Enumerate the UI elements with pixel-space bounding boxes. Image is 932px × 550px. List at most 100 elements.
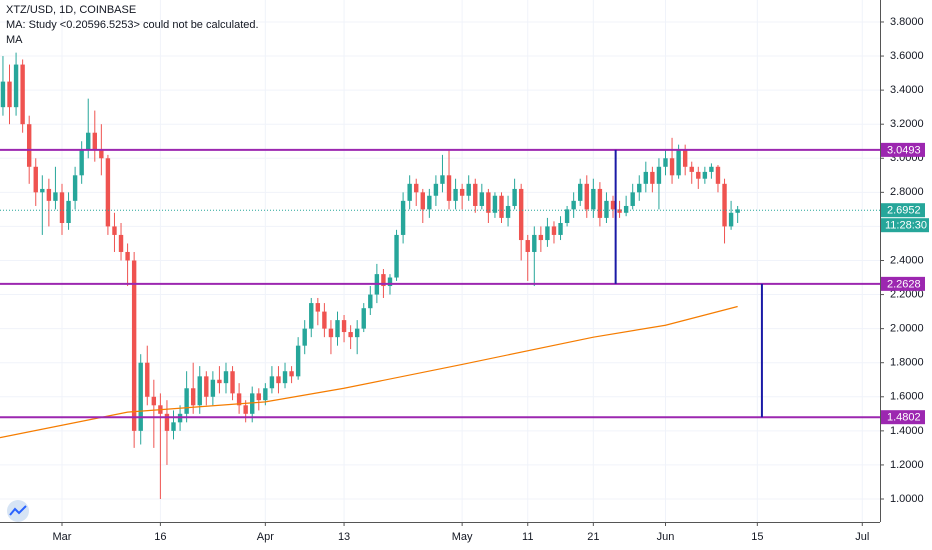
candle-body [525, 240, 530, 252]
candle-body [230, 371, 235, 394]
candle-body [309, 303, 314, 329]
level-label: 1.4802 [887, 412, 921, 424]
candle-body [617, 209, 622, 213]
candle-body [131, 260, 137, 431]
candle-body [584, 183, 589, 210]
candle-body [512, 188, 517, 206]
candle-body [414, 183, 419, 193]
chart-title: XTZ/USD, 1D, COINBASE [6, 4, 136, 16]
level-label-box [881, 276, 925, 291]
plot [0, 52, 880, 500]
candle-body [20, 64, 25, 125]
candle-body [282, 371, 288, 384]
candle-body [368, 294, 373, 309]
y-tick-label: 1.0000 [890, 493, 924, 505]
candle-body [197, 376, 202, 406]
candle-body [145, 362, 150, 397]
candle-body [604, 200, 609, 218]
candle-body [335, 320, 340, 338]
candle-body [656, 166, 662, 184]
candle-body [40, 188, 45, 193]
y-tick-label: 3.6000 [890, 50, 924, 62]
candle-body [689, 166, 694, 172]
candle-body [532, 234, 537, 252]
candle-body [341, 320, 347, 333]
y-tick-label: 3.4000 [890, 84, 924, 96]
x-tick-label: Jun [657, 531, 675, 543]
candle-body [361, 308, 366, 329]
candle-body [66, 200, 71, 224]
candle-body [302, 328, 307, 346]
candle-body [492, 195, 498, 213]
candle-body [433, 183, 439, 196]
candle-body [184, 388, 189, 414]
candle-body [151, 396, 157, 406]
candle-body [59, 192, 65, 224]
x-tick-label: 11 [522, 531, 533, 543]
candle-body [46, 188, 52, 201]
candle-body [394, 234, 399, 278]
candle-body [558, 223, 563, 235]
candle-body [86, 132, 91, 150]
legend-label: MA [6, 34, 23, 46]
candle-body [354, 328, 360, 338]
candle-body [663, 158, 668, 167]
candle-body [564, 209, 570, 224]
candle-body [407, 183, 412, 201]
logo-icon [9, 505, 27, 516]
candle-body [322, 311, 327, 329]
candle-body [466, 183, 471, 196]
candle-body [637, 183, 642, 193]
y-tick-label: 2.2000 [890, 288, 924, 300]
candle-body [250, 393, 255, 414]
candle-body [518, 188, 524, 241]
candle-body [7, 81, 12, 108]
y-tick-label: 2.8000 [890, 186, 924, 198]
candle-body [236, 393, 242, 406]
y-tick-label: 3.8000 [890, 16, 924, 28]
ma-line [0, 305, 738, 439]
axes: 1.0000 1.2000 1.4000 1.6000 1.8000 2.0000 2.20… [53, 16, 929, 543]
candle-body [171, 422, 176, 431]
candle-body [0, 81, 6, 108]
x-tick-label: May [452, 531, 473, 543]
price-label: 2.6952 [887, 205, 921, 217]
candle-body [551, 226, 557, 235]
candle-body [715, 166, 721, 184]
level-label: 2.2628 [887, 278, 921, 290]
level-label-box [881, 142, 925, 157]
x-tick-label: 21 [587, 531, 599, 543]
candle-body [204, 376, 209, 397]
candle-body [473, 183, 478, 206]
level-label-box [881, 410, 925, 425]
price-label-box [881, 203, 925, 218]
candle-body [72, 175, 78, 201]
candle-body [728, 212, 734, 227]
y-tick-label: 1.6000 [890, 391, 924, 403]
candle-body [597, 188, 603, 218]
x-tick-label: Jul [855, 531, 869, 543]
candle-body [33, 166, 38, 193]
candle-body [315, 303, 321, 312]
candle-body [348, 332, 353, 338]
candle-body [243, 405, 248, 414]
candle-body [53, 192, 58, 201]
candle-body [105, 158, 111, 227]
candle-body [499, 195, 504, 218]
logo [7, 500, 29, 522]
candle-body [676, 149, 681, 176]
candle-body [453, 188, 458, 201]
candle-body [295, 345, 301, 377]
candle-body [702, 171, 708, 179]
y-tick-label: 3.2000 [890, 118, 924, 130]
candle-body [118, 234, 124, 252]
candle-body [223, 371, 229, 384]
candle-body [164, 413, 170, 431]
candle-body [709, 166, 714, 172]
candle-body [400, 200, 406, 235]
candle-body [427, 195, 432, 210]
candle-body [591, 188, 596, 210]
candle-body [623, 205, 629, 213]
candle-body [446, 175, 452, 201]
